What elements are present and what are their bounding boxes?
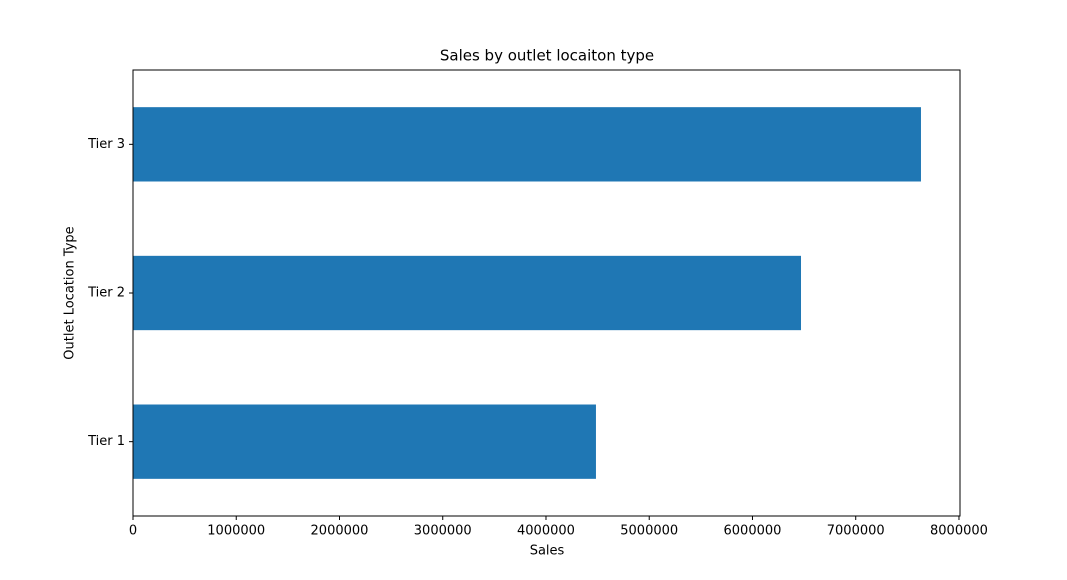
x-tick-label: 2000000 — [311, 524, 369, 539]
x-tick-label: 4000000 — [517, 524, 575, 539]
x-tick-label: 1000000 — [207, 524, 265, 539]
bar — [133, 255, 802, 331]
chart-title: Sales by outlet locaiton type — [440, 47, 654, 65]
y-tick-label: Tier 2 — [87, 286, 125, 301]
x-tick-label: 7000000 — [827, 524, 885, 539]
bar — [133, 107, 921, 182]
x-tick-label: 5000000 — [620, 524, 678, 539]
plot-frame — [132, 69, 961, 517]
x-tick-label: 3000000 — [414, 524, 472, 539]
y-tick-label: Tier 1 — [87, 434, 125, 449]
y-axis-label: Outlet Location Type — [63, 226, 78, 359]
y-tick-label: Tier 3 — [87, 137, 125, 152]
x-axis-label: Sales — [530, 544, 565, 559]
x-tick-label: 0 — [129, 524, 137, 539]
bar — [133, 404, 596, 479]
x-tick-label: 6000000 — [724, 524, 782, 539]
x-tick-label: 8000000 — [930, 524, 988, 539]
